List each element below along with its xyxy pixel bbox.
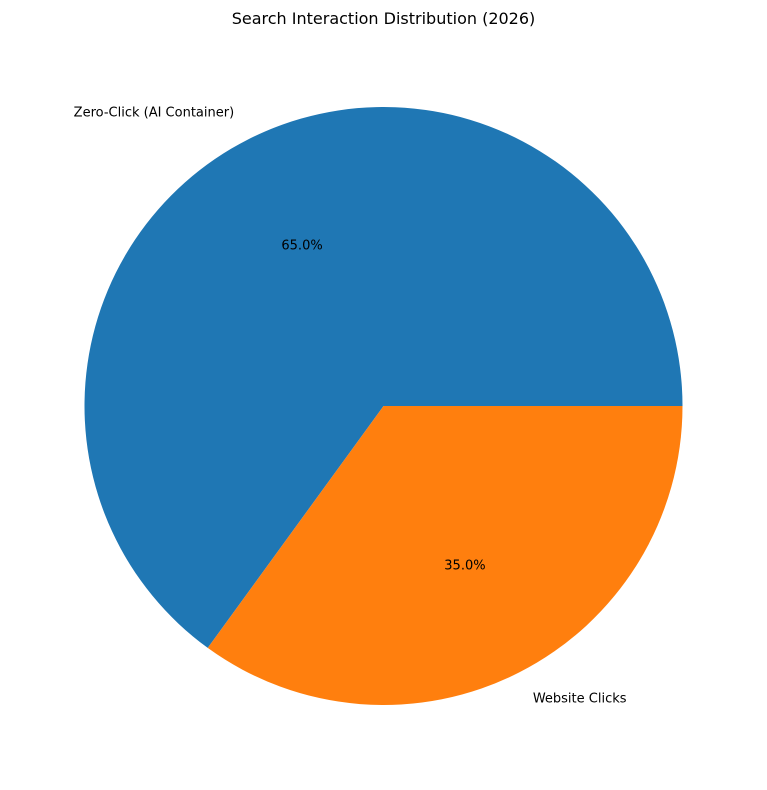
pie-slices xyxy=(84,107,683,706)
slice-pct-label-1: 35.0% xyxy=(444,558,485,573)
slice-pct-label-0: 65.0% xyxy=(281,239,322,254)
chart-title: Search Interaction Distribution (2026) xyxy=(232,9,536,28)
pie-slice-1 xyxy=(207,406,683,706)
slice-label-1: Website Clicks xyxy=(533,692,627,707)
slice-label-0: Zero-Click (AI Container) xyxy=(74,105,235,120)
pie-labels: Zero-Click (AI Container) 65.0% Website Cl… xyxy=(74,105,627,706)
pie-slice-0 xyxy=(84,107,683,648)
